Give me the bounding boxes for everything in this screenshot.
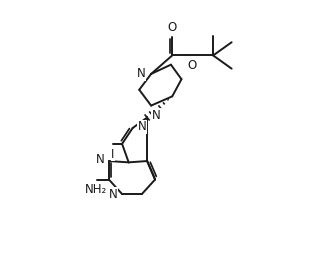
Text: N: N xyxy=(137,120,146,133)
Text: N: N xyxy=(137,67,145,81)
Text: N: N xyxy=(152,109,161,122)
Text: O: O xyxy=(168,21,177,34)
Text: NH₂: NH₂ xyxy=(84,183,107,196)
Text: I: I xyxy=(111,148,114,161)
Text: N: N xyxy=(109,187,117,201)
Text: O: O xyxy=(187,59,197,72)
Text: N: N xyxy=(96,153,104,166)
